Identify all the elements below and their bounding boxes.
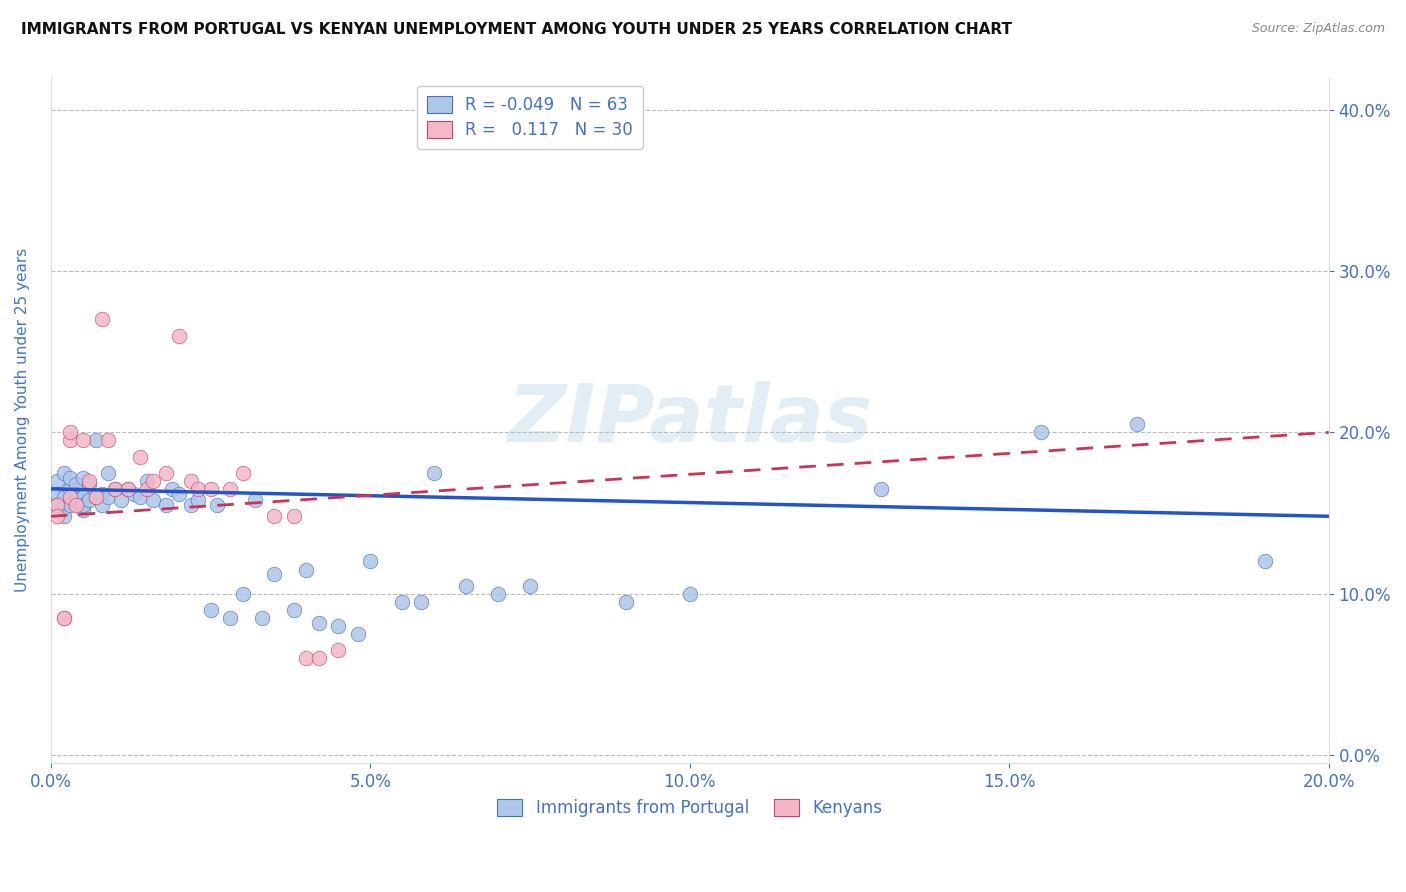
Point [519,579,541,593]
Point [46,474,69,488]
Point [187,493,209,508]
Point [200,603,222,617]
Point [97,466,120,480]
Point [84,490,107,504]
Point [135,474,157,488]
Point [59,493,82,508]
Point [59,470,82,484]
Point [308,615,330,630]
Point [52,490,75,504]
Point [77,493,100,508]
Point [359,554,381,568]
Point [142,474,165,488]
Point [77,474,100,488]
Point [91,486,114,500]
Point [72,434,94,448]
Point [59,490,82,504]
Point [167,328,190,343]
Point [218,611,240,625]
Point [52,466,75,480]
Point [328,619,350,633]
Point [46,498,69,512]
Point [59,425,82,440]
Point [486,587,509,601]
Point [117,482,139,496]
Point [423,466,446,480]
Point [110,493,132,508]
Point [59,434,82,448]
Point [52,509,75,524]
Point [52,611,75,625]
Point [231,466,253,480]
Point [65,486,87,500]
Point [91,498,114,512]
Point [65,498,87,512]
Point [218,482,240,496]
Point [187,482,209,496]
Point [245,493,267,508]
Point [614,595,637,609]
Point [65,493,87,508]
Point [91,312,114,326]
Point [72,470,94,484]
Point [84,434,107,448]
Point [122,486,145,500]
Point [391,595,413,609]
Point [205,498,228,512]
Point [1031,425,1053,440]
Point [180,474,202,488]
Point [411,595,433,609]
Point [104,482,127,496]
Text: IMMIGRANTS FROM PORTUGAL VS KENYAN UNEMPLOYMENT AMONG YOUTH UNDER 25 YEARS CORRE: IMMIGRANTS FROM PORTUGAL VS KENYAN UNEMP… [21,22,1012,37]
Point [46,509,69,524]
Point [180,498,202,512]
Point [295,562,318,576]
Point [250,611,273,625]
Point [104,482,127,496]
Y-axis label: Unemployment Among Youth under 25 years: Unemployment Among Youth under 25 years [15,248,30,592]
Point [129,450,152,464]
Text: ZIPatlas: ZIPatlas [508,381,872,459]
Point [870,482,893,496]
Point [162,482,184,496]
Point [263,567,285,582]
Point [155,498,177,512]
Point [155,466,177,480]
Point [328,643,350,657]
Point [117,482,139,496]
Point [346,627,368,641]
Point [1254,554,1277,568]
Point [456,579,478,593]
Point [97,434,120,448]
Point [77,477,100,491]
Point [46,498,69,512]
Point [283,603,305,617]
Point [142,493,165,508]
Point [84,490,107,504]
Point [97,490,120,504]
Point [72,503,94,517]
Point [52,501,75,516]
Point [72,498,94,512]
Point [46,486,69,500]
Point [263,509,285,524]
Legend: Immigrants from Portugal, Kenyans: Immigrants from Portugal, Kenyans [491,792,889,823]
Point [167,486,190,500]
Point [231,587,253,601]
Point [65,477,87,491]
Point [72,490,94,504]
Point [679,587,702,601]
Point [308,651,330,665]
Point [1126,417,1149,432]
Point [295,651,318,665]
Point [59,498,82,512]
Point [52,611,75,625]
Point [129,490,152,504]
Point [135,482,157,496]
Text: Source: ZipAtlas.com: Source: ZipAtlas.com [1251,22,1385,36]
Point [283,509,305,524]
Point [59,482,82,496]
Point [200,482,222,496]
